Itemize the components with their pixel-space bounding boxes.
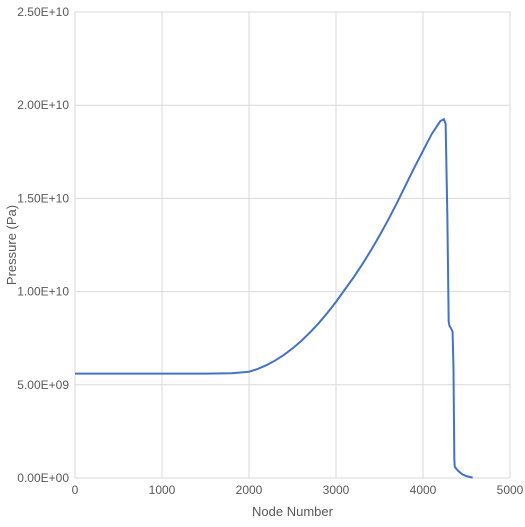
x-axis-label: Node Number <box>252 504 334 519</box>
y-tick-label: 1.50E+10 <box>17 191 69 205</box>
y-tick-label: 2.50E+10 <box>17 5 69 19</box>
y-tick-label: 0.00E+00 <box>17 471 69 485</box>
x-tick-label: 5000 <box>497 483 524 497</box>
x-tick-label: 0 <box>72 483 79 497</box>
y-tick-label: 5.00E+09 <box>17 378 69 392</box>
x-tick-label: 3000 <box>323 483 350 497</box>
x-tick-label: 2000 <box>236 483 263 497</box>
y-tick-label: 2.00E+10 <box>17 98 69 112</box>
x-tick-label: 4000 <box>410 483 437 497</box>
pressure-chart: 0 1000 2000 3000 4000 5000 0.00E+00 5.00E+09 1.0… <box>0 0 525 527</box>
y-tick-label: 1.00E+10 <box>17 285 69 299</box>
x-tick-label: 1000 <box>149 483 176 497</box>
y-axis-label: Pressure (Pa) <box>4 205 19 285</box>
